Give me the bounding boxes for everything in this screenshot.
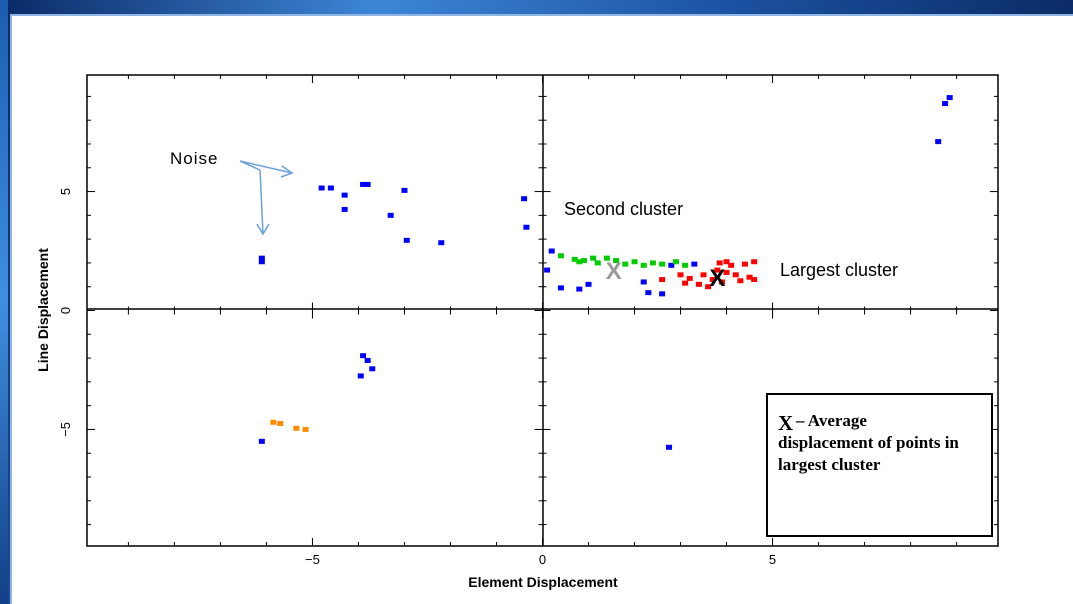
data-point [718,279,725,285]
data-point [942,101,949,107]
data-point [631,259,638,265]
data-point [659,291,666,297]
data-point [302,426,309,432]
data-point [341,192,348,198]
mean-marker: X [709,265,725,292]
data-point [585,281,592,287]
data-point [682,262,689,268]
data-point [594,260,601,266]
data-point [523,224,530,230]
data-point [737,278,744,284]
data-point [403,237,410,243]
data-point [751,277,758,283]
x-tick-label: 0 [539,552,546,567]
data-point [695,281,702,287]
data-point [649,260,656,266]
data-point [438,240,445,246]
data-point [293,425,300,431]
data-point [576,259,583,265]
data-point [580,258,587,264]
largest-cluster-label: Largest cluster [780,260,898,280]
data-point [645,290,652,296]
data-point [557,253,564,259]
data-point [677,272,684,278]
data-point [640,262,647,268]
data-point [705,284,712,290]
data-points [258,95,953,450]
data-point [746,274,753,280]
slide-left-border [0,0,8,604]
data-point [270,419,277,425]
data-point [686,275,693,281]
data-point [659,277,666,283]
data-point [548,248,555,254]
data-point [935,139,942,145]
data-point [258,438,265,444]
data-point [691,261,698,267]
y-tick-label: 0 [58,307,73,314]
data-point [603,255,610,261]
data-point [714,267,721,273]
y-tick-label: −5 [58,422,73,437]
second-cluster-label: Second cluster [564,199,683,219]
axis-tick-labels: −5 0 5 −5 0 5 [58,188,776,567]
noise-label: Noise [170,149,218,168]
data-point [557,285,564,291]
data-point [360,353,367,359]
data-point [327,185,334,191]
data-point [728,262,735,268]
data-point [666,444,673,450]
data-point [668,262,675,268]
data-point [590,255,597,261]
data-point [521,196,528,202]
data-point [258,259,265,265]
data-point [682,280,689,286]
data-point [613,258,620,264]
data-point [723,259,730,265]
data-point [364,357,371,363]
noise-arrows [239,160,294,236]
y-axis-title: Line Displacement [35,248,51,372]
data-point [258,255,265,261]
data-point [622,261,629,267]
data-point [672,259,679,265]
data-point [318,185,325,191]
data-point [341,206,348,212]
legend-box [766,393,993,537]
data-point [571,256,578,262]
data-point [751,259,758,265]
y-tick-label: 5 [58,188,73,195]
data-point [723,269,730,275]
x-axis-title: Element Displacement [468,574,618,590]
data-point [700,272,707,278]
data-point [544,267,551,273]
data-point [357,373,364,379]
data-point [360,181,367,187]
data-point [576,286,583,292]
data-point [659,261,666,267]
data-point [946,95,953,101]
data-point [364,181,371,187]
x-tick-label: −5 [305,552,320,567]
legend-box-text-wrap: – Average displacement of points in larg… [778,411,959,474]
data-point [741,261,748,267]
data-point [369,366,376,372]
data-point [640,279,647,285]
data-point [401,187,408,193]
legend-box-symbol: X [778,411,793,435]
data-point [709,277,716,283]
mean-marker: X [606,258,622,285]
data-point [387,212,394,218]
data-point [277,420,284,426]
slide-top-border [0,0,1073,14]
data-point [732,272,739,278]
x-tick-label: 5 [769,552,776,567]
data-point [716,260,723,266]
legend-box-text: – Average displacement of points in larg… [778,411,959,474]
